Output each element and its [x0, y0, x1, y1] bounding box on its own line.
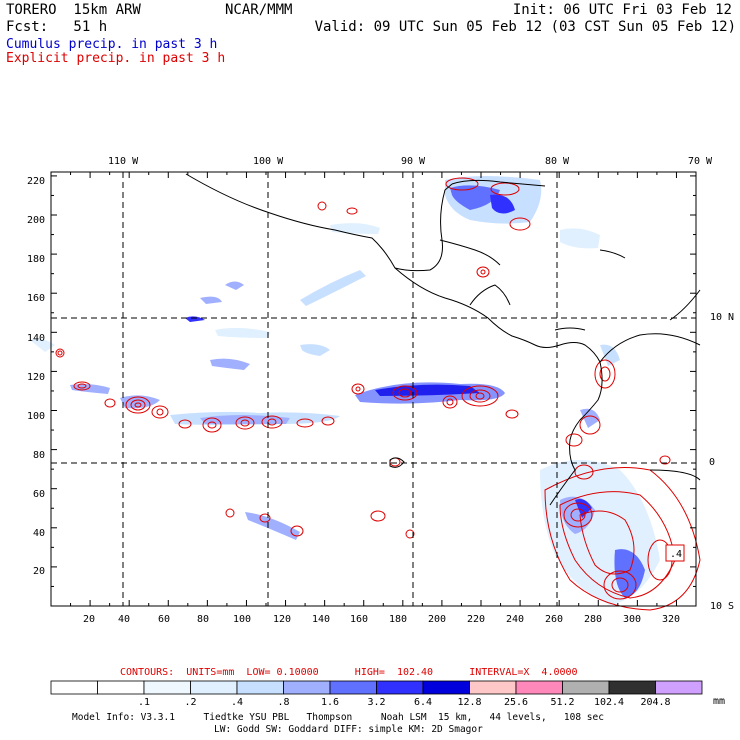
lat-label-10n: 10 N: [710, 312, 735, 323]
axis-ticks: [51, 172, 697, 606]
latlon-grid: [51, 172, 696, 606]
y-tick-120: 120: [27, 372, 46, 383]
y-tick-60: 60: [33, 489, 46, 500]
x-tick-160: 160: [350, 614, 369, 625]
x-tick-180: 180: [389, 614, 408, 625]
x-tick-40: 40: [118, 614, 131, 625]
lon-label-70w: 70 W: [688, 156, 713, 167]
init-time: Init: 06 UTC Fri 03 Feb 12: [512, 2, 732, 18]
y-tick-180: 180: [27, 254, 46, 265]
x-tick-260: 260: [545, 614, 564, 625]
colorbar-swatch: [50, 680, 98, 695]
colorbar-level: 1.6: [320, 697, 340, 708]
x-tick-80: 80: [197, 614, 210, 625]
lon-label-90w: 90 W: [401, 156, 426, 167]
y-tick-160: 160: [27, 293, 46, 304]
x-tick-120: 120: [273, 614, 292, 625]
colorbar-level: 204.8: [640, 697, 671, 708]
colorbar-swatch: [190, 680, 238, 695]
colorbar-swatch: [655, 680, 703, 695]
colorbar-level: 102.4: [593, 697, 625, 708]
lat-label-0: 0: [709, 457, 716, 468]
map-frame: [50, 171, 697, 607]
y-tick-20: 20: [33, 566, 46, 577]
x-tick-220: 220: [467, 614, 486, 625]
physics-info: LW: Godd SW: Goddard DIFF: simple KM: 2D…: [214, 724, 483, 735]
colorbar-swatch: [376, 680, 424, 695]
x-tick-100: 100: [233, 614, 252, 625]
lon-label-80w: 80 W: [545, 156, 570, 167]
colorbar-swatch: [283, 680, 331, 695]
x-tick-20: 20: [83, 614, 96, 625]
colorbar-swatch: [608, 680, 656, 695]
colorbar-level: .2: [184, 697, 197, 708]
colorbar-units: mm: [713, 696, 726, 707]
center-label: NCAR/MMM: [225, 2, 293, 18]
colorbar-level: 3.2: [367, 697, 386, 708]
y-tick-80: 80: [33, 450, 46, 461]
x-tick-60: 60: [158, 614, 171, 625]
explicit-precip-contours: [55, 177, 701, 611]
x-tick-200: 200: [428, 614, 447, 625]
x-tick-320: 320: [662, 614, 681, 625]
x-tick-280: 280: [584, 614, 603, 625]
colorbar-swatch: [562, 680, 610, 695]
contour-info: CONTOURS: UNITS=mm LOW= 0.10000 HIGH= 10…: [120, 667, 578, 678]
lon-label-100w: 100 W: [253, 156, 284, 167]
contour-label-box: [665, 544, 685, 562]
colorbar-swatch: [469, 680, 517, 695]
coastlines: [185, 173, 701, 506]
model-title: TORERO 15km ARW: [6, 2, 141, 18]
lat-label-10s: 10 S: [710, 601, 735, 612]
colorbar-level: .1: [137, 697, 151, 708]
x-tick-240: 240: [506, 614, 525, 625]
colorbar-swatch: [143, 680, 191, 695]
x-tick-140: 140: [312, 614, 331, 625]
colorbar-level: 25.6: [503, 697, 529, 708]
colorbar-swatch: [515, 680, 563, 695]
lon-label-110w: 110 W: [108, 156, 139, 167]
y-tick-220: 220: [27, 176, 46, 187]
y-tick-100: 100: [27, 411, 46, 422]
colorbar-level: 51.2: [550, 697, 575, 708]
valid-time: Valid: 09 UTC Sun 05 Feb 12 (03 CST Sun …: [314, 19, 736, 35]
colorbar-level: 6.4: [413, 697, 433, 708]
colorbar-level: .8: [277, 697, 290, 708]
forecast-hour: Fcst: 51 h: [6, 19, 108, 35]
colorbar-swatch: [236, 680, 284, 695]
contour-label-text: .4: [670, 549, 682, 560]
colorbar-level: .4: [230, 697, 244, 708]
colorbar-level: 12.8: [457, 697, 482, 708]
legend-cumulus: Cumulus precip. in past 3 h: [6, 37, 218, 52]
cumulus-precip-shading: [30, 176, 660, 605]
legend-explicit: Explicit precip. in past 3 h: [6, 51, 226, 66]
colorbar-swatch: [422, 680, 470, 695]
colorbar-swatch: [97, 680, 145, 695]
colorbar: [50, 680, 703, 695]
y-tick-200: 200: [27, 215, 46, 226]
colorbar-swatch: [329, 680, 377, 695]
model-info: Model Info: V3.3.1 Tiedtke YSU PBL Thomp…: [72, 712, 604, 723]
x-tick-300: 300: [623, 614, 642, 625]
y-tick-40: 40: [33, 528, 46, 539]
y-tick-140: 140: [27, 333, 46, 344]
